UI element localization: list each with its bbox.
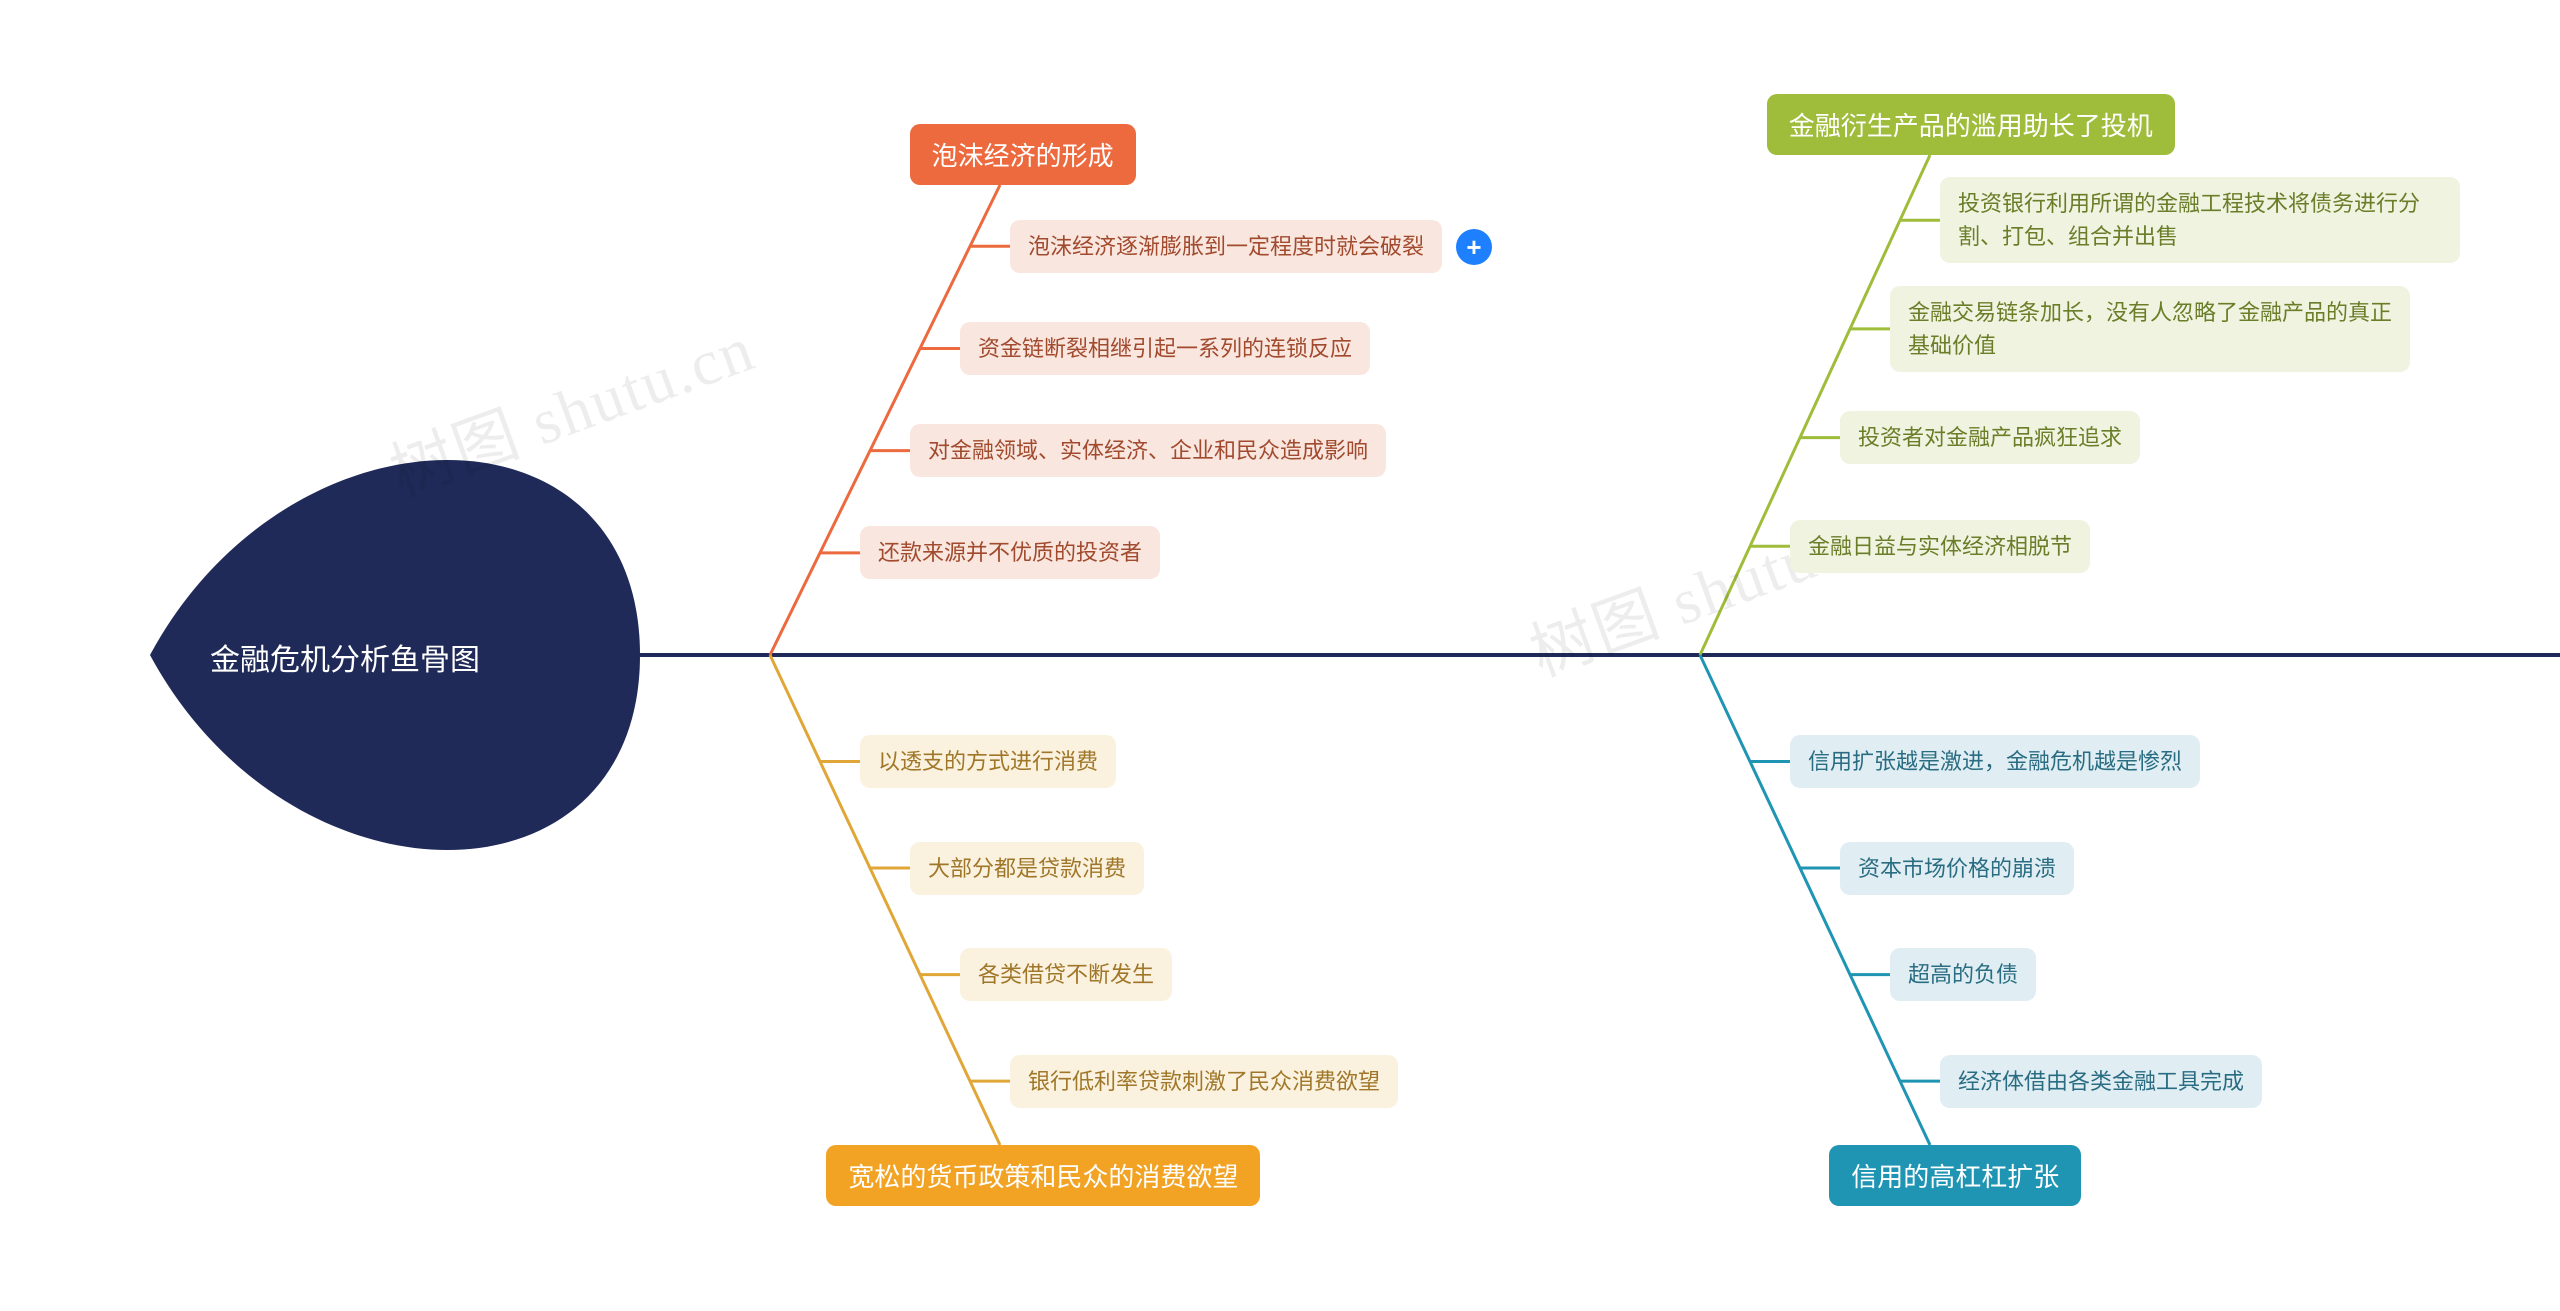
leaf-b4-1[interactable]: 资本市场价格的崩溃 bbox=[1840, 842, 2074, 895]
leaf-b2-0[interactable]: 以透支的方式进行消费 bbox=[860, 735, 1116, 788]
leaf-b3-0[interactable]: 投资银行利用所谓的金融工程技术将债务进行分割、打包、组合并出售 bbox=[1940, 177, 2460, 263]
leaf-b3-1[interactable]: 金融交易链条加长，没有人忽略了金融产品的真正基础价值 bbox=[1890, 286, 2410, 372]
leaf-b2-1[interactable]: 大部分都是贷款消费 bbox=[910, 842, 1144, 895]
bone-title-monetary-policy[interactable]: 宽松的货币政策和民众的消费欲望 bbox=[826, 1145, 1260, 1206]
bone-title-bubble-economy[interactable]: 泡沫经济的形成 bbox=[910, 124, 1136, 185]
bone-title-credit-leverage[interactable]: 信用的高杠杠扩张 bbox=[1829, 1145, 2081, 1206]
leaf-b2-2[interactable]: 各类借贷不断发生 bbox=[960, 948, 1172, 1001]
leaf-b3-2[interactable]: 投资者对金融产品疯狂追求 bbox=[1840, 411, 2140, 464]
leaf-b3-3[interactable]: 金融日益与实体经济相脱节 bbox=[1790, 520, 2090, 573]
leaf-b1-2[interactable]: 对金融领域、实体经济、企业和民众造成影响 bbox=[910, 424, 1386, 477]
leaf-b2-3[interactable]: 银行低利率贷款刺激了民众消费欲望 bbox=[1010, 1055, 1398, 1108]
leaf-b4-0[interactable]: 信用扩张越是激进，金融危机越是惨烈 bbox=[1790, 735, 2200, 788]
leaf-b4-3[interactable]: 经济体借由各类金融工具完成 bbox=[1940, 1055, 2262, 1108]
add-node-button[interactable]: + bbox=[1456, 229, 1492, 265]
bone-title-derivatives[interactable]: 金融衍生产品的滥用助长了投机 bbox=[1767, 94, 2175, 155]
leaf-b4-2[interactable]: 超高的负债 bbox=[1890, 948, 2036, 1001]
leaf-b1-1[interactable]: 资金链断裂相继引起一系列的连锁反应 bbox=[960, 322, 1370, 375]
leaf-b1-3[interactable]: 还款来源并不优质的投资者 bbox=[860, 526, 1160, 579]
leaf-b1-0[interactable]: 泡沫经济逐渐膨胀到一定程度时就会破裂 bbox=[1010, 220, 1442, 273]
